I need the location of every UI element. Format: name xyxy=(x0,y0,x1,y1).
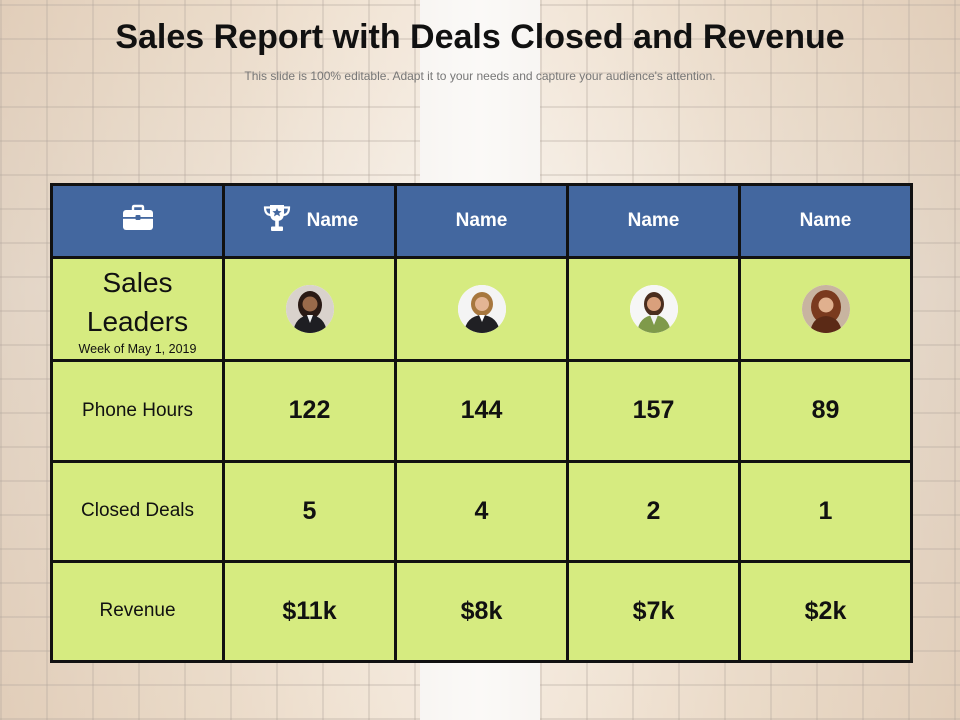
metric-value: 89 xyxy=(738,359,913,463)
metric-value: $11k xyxy=(222,559,397,664)
avatar xyxy=(285,285,334,334)
sales-leaders-title-line2: Leaders xyxy=(86,305,189,337)
page-subtitle: This slide is 100% editable. Adapt it to… xyxy=(244,69,716,83)
page-title: Sales Report with Deals Closed and Reven… xyxy=(115,18,845,56)
avatar xyxy=(457,285,506,334)
leader-name-1: Name xyxy=(306,210,359,232)
trophy-icon xyxy=(261,202,293,240)
metric-label: Closed Deals xyxy=(50,459,225,563)
metric-value: $8k xyxy=(394,559,569,664)
metric-value: 1 xyxy=(738,459,913,563)
header-row: Name Name Name Name xyxy=(50,182,913,260)
header-name-cell-4: Name xyxy=(738,182,913,260)
metric-value: 2 xyxy=(566,459,741,563)
metric-row-phone-hours: Phone Hours 122 144 157 89 xyxy=(50,359,913,463)
metric-label: Phone Hours xyxy=(50,359,225,463)
header-name-cell-3: Name xyxy=(566,182,741,260)
briefcase-icon xyxy=(121,204,155,237)
leader-name-2: Name xyxy=(455,210,508,232)
avatar-cell-2 xyxy=(394,256,569,363)
metric-value: 5 xyxy=(222,459,397,563)
metric-value: 157 xyxy=(566,359,741,463)
metric-value: 4 xyxy=(394,459,569,563)
leader-name-3: Name xyxy=(627,210,680,232)
sales-leaders-title-line1: Sales xyxy=(102,266,173,298)
metric-value: $2k xyxy=(738,559,913,664)
metric-label: Revenue xyxy=(50,559,225,664)
metric-value: $7k xyxy=(566,559,741,664)
sales-leaders-row: Sales Leaders Week of May 1, 2019 xyxy=(50,256,913,363)
avatar-cell-1 xyxy=(222,256,397,363)
metric-row-closed-deals: Closed Deals 5 4 2 1 xyxy=(50,459,913,563)
header-name-cell-1: Name xyxy=(222,182,397,260)
avatar-cell-4 xyxy=(738,256,913,363)
avatar xyxy=(629,285,678,334)
metric-row-revenue: Revenue $11k $8k $7k $2k xyxy=(50,559,913,664)
metric-value: 122 xyxy=(222,359,397,463)
avatar xyxy=(801,285,850,334)
leader-name-4: Name xyxy=(799,210,852,232)
sales-leaders-week: Week of May 1, 2019 xyxy=(78,341,197,356)
sales-leaders-cell: Sales Leaders Week of May 1, 2019 xyxy=(50,256,225,363)
header-name-cell-2: Name xyxy=(394,182,569,260)
header-icon-cell xyxy=(50,182,225,260)
sales-report-table: Name Name Name Name Sales Leaders Week o… xyxy=(50,182,913,664)
avatar-cell-3 xyxy=(566,256,741,363)
metric-value: 144 xyxy=(394,359,569,463)
